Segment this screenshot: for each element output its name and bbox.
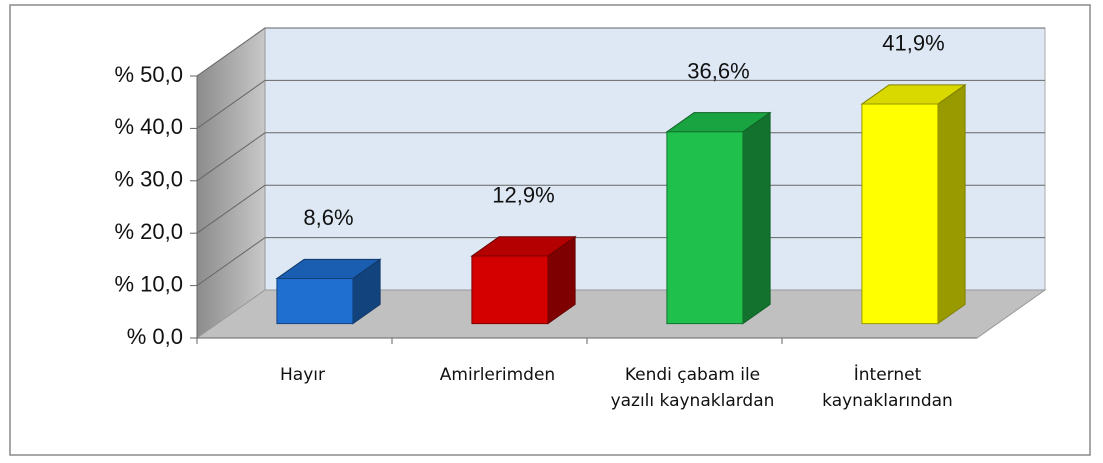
- x-tick-label: İnternet kaynaklarından: [822, 365, 953, 411]
- y-tick-label: % 10,0: [115, 271, 184, 296]
- y-tick-label: % 30,0: [115, 167, 184, 192]
- value-label: 36,6%: [687, 58, 749, 83]
- bar-side: [742, 111, 771, 325]
- value-label: 8,6%: [303, 205, 353, 230]
- grid-line: [196, 27, 266, 77]
- bar: [471, 255, 549, 325]
- x-tick-label: Amirlerimden: [439, 365, 556, 385]
- value-label: 12,9%: [492, 183, 554, 208]
- grid-line: [196, 79, 266, 129]
- y-tick-label: % 20,0: [115, 219, 184, 244]
- grid-line: [196, 237, 266, 287]
- x-tick-label: Hayır: [280, 365, 325, 385]
- bar: [861, 103, 939, 325]
- x-tick-label: Kendi çabam ile yazılı kaynaklardan: [610, 365, 775, 411]
- y-tick-label: % 40,0: [115, 114, 184, 139]
- bar: [666, 131, 744, 325]
- bar-side: [937, 83, 966, 325]
- grid-line: [196, 132, 266, 182]
- grid-line: [196, 184, 266, 234]
- y-tick-label: % 50,0: [115, 62, 184, 87]
- side-wall: [196, 27, 266, 339]
- y-tick-label: % 0,0: [127, 324, 183, 349]
- value-label: 41,9%: [882, 31, 944, 56]
- bar: [276, 278, 354, 325]
